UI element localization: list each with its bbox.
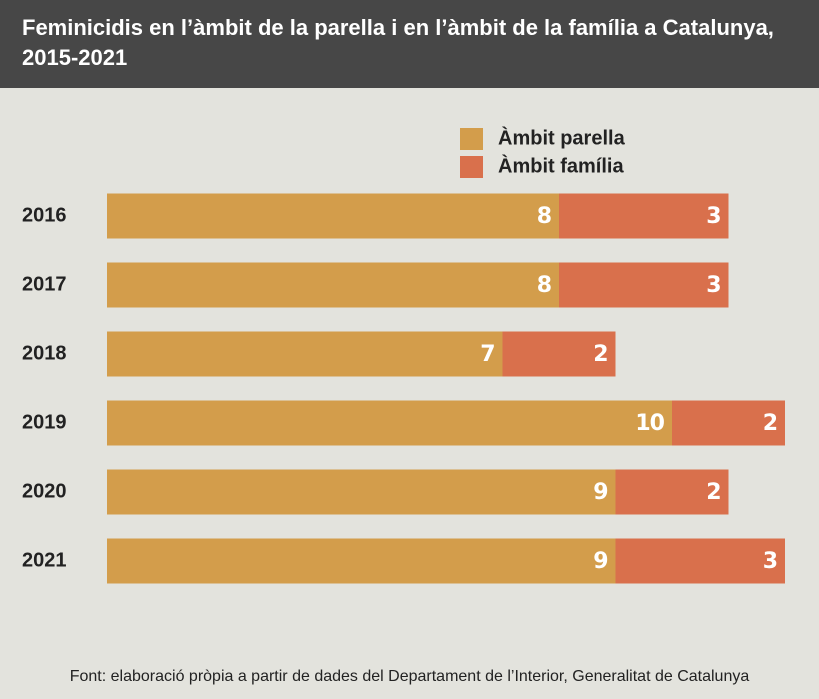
bar-segment [107, 400, 672, 446]
bar-segment [615, 469, 729, 515]
bar-segment [107, 469, 616, 515]
bar-segment [107, 538, 616, 584]
value-label: 8 [537, 204, 551, 229]
legend-swatch [460, 128, 483, 150]
legend-label: Àmbit família [498, 154, 624, 177]
value-label: 2 [593, 342, 607, 367]
y-tick-label: 2018 [22, 342, 67, 364]
value-label: 10 [635, 411, 664, 436]
chart-title: Feminicidis en l’àmbit de la parella i e… [0, 0, 819, 88]
bar-segment [107, 193, 559, 239]
value-label: 2 [706, 480, 720, 505]
source-note: Font: elaboració pròpia a partir de dade… [69, 668, 750, 685]
y-tick-label: 2019 [22, 411, 67, 433]
legend-label: Àmbit parella [498, 126, 626, 149]
value-label: 3 [763, 549, 777, 574]
value-label: 3 [706, 273, 720, 298]
bar-segment [559, 262, 729, 308]
bar-segment [559, 193, 729, 239]
bar-segment [672, 400, 785, 446]
bar-segment [107, 262, 559, 308]
legend-swatch [460, 156, 483, 178]
value-label: 3 [706, 204, 720, 229]
y-tick-label: 2020 [22, 480, 67, 502]
value-label: 9 [593, 549, 607, 574]
value-label: 2 [763, 411, 777, 436]
bar-segment [615, 538, 785, 584]
value-label: 8 [537, 273, 551, 298]
y-tick-label: 2021 [22, 549, 67, 571]
bar-segment [107, 331, 503, 377]
y-tick-label: 2017 [22, 273, 67, 295]
value-label: 7 [480, 342, 494, 367]
bar-segment [502, 331, 616, 377]
y-tick-label: 2016 [22, 204, 67, 226]
value-label: 9 [593, 480, 607, 505]
